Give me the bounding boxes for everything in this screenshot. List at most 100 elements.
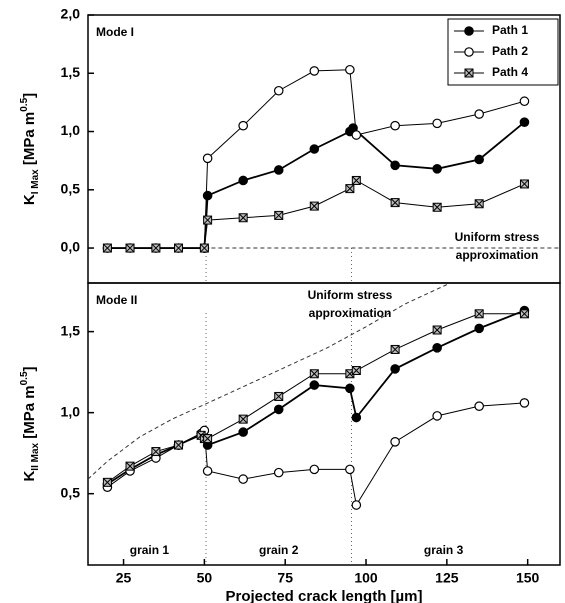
marker <box>273 85 284 96</box>
marker-cross <box>174 440 183 450</box>
marker <box>519 398 530 408</box>
y-axis-label-part: 0.5 <box>19 371 30 385</box>
marker-cross <box>238 414 248 424</box>
marker <box>474 154 484 165</box>
panel-title: Mode II <box>96 293 137 307</box>
y-axis-label-part: ] <box>21 93 38 98</box>
marker <box>390 160 400 171</box>
marker-cross <box>200 243 209 253</box>
marker-cross <box>309 369 319 379</box>
marker-cross <box>174 243 183 253</box>
marker-cross <box>432 202 442 212</box>
marker-cross <box>151 243 161 253</box>
x-tick-label: 75 <box>277 570 293 586</box>
marker <box>309 66 320 76</box>
marker <box>345 464 355 475</box>
marker-cross <box>464 68 474 78</box>
marker-cross <box>274 392 284 401</box>
marker <box>238 427 248 437</box>
series-line <box>106 309 525 485</box>
marker <box>432 325 442 335</box>
series-line <box>107 402 525 507</box>
x-tick-label: 100 <box>354 570 378 586</box>
y-tick-label: 1,0 <box>61 403 81 419</box>
marker <box>464 68 474 78</box>
marker <box>174 440 184 450</box>
marker <box>390 198 400 208</box>
marker <box>432 118 442 129</box>
marker <box>125 243 135 253</box>
grain-label: grain 1 <box>130 543 170 557</box>
marker <box>238 213 248 223</box>
marker <box>238 120 248 131</box>
marker <box>351 412 362 423</box>
y-tick-label: 1,0 <box>61 122 81 138</box>
marker <box>238 414 248 424</box>
marker <box>309 464 320 475</box>
marker <box>519 309 529 319</box>
y-axis-label-part: ] <box>21 366 38 371</box>
marker <box>274 391 284 401</box>
marker-cross <box>103 243 112 253</box>
marker <box>102 243 112 253</box>
marker-cross <box>274 211 284 220</box>
marker <box>309 144 320 154</box>
marker <box>202 466 213 476</box>
marker <box>202 153 213 164</box>
marker <box>151 243 161 253</box>
marker <box>199 243 209 253</box>
marker-cross <box>125 461 135 471</box>
marker <box>390 344 400 354</box>
marker <box>432 202 442 212</box>
marker <box>432 164 442 174</box>
marker <box>345 383 355 394</box>
marker-cross <box>103 477 112 487</box>
grain-label: grain 2 <box>259 543 299 557</box>
y-axis-label-part: I Max <box>30 169 41 194</box>
grain-label: grain 3 <box>424 543 464 557</box>
annotation: approximation <box>309 306 392 320</box>
y-tick-label: 0,5 <box>61 180 81 196</box>
marker <box>519 179 529 189</box>
marker-cross <box>351 366 361 375</box>
marker <box>351 175 361 185</box>
y-axis-label-part: K <box>21 471 38 482</box>
marker-cross <box>151 447 161 456</box>
marker-cross <box>432 325 442 335</box>
marker <box>203 434 213 444</box>
x-tick-label: 125 <box>435 570 459 586</box>
y-tick-label: 0,0 <box>61 239 81 255</box>
annotation: Uniform stress <box>455 230 540 244</box>
marker <box>203 215 213 225</box>
series-line <box>107 313 525 483</box>
marker-cross <box>390 198 400 207</box>
marker <box>390 437 400 447</box>
marker <box>273 404 284 415</box>
marker <box>464 47 474 57</box>
marker <box>309 380 320 390</box>
x-axis-label: Projected crack length [µm] <box>225 588 422 603</box>
marker <box>345 184 355 194</box>
plot-frame <box>87 282 561 566</box>
marker-cross <box>203 434 212 443</box>
reference-line <box>87 284 448 480</box>
marker <box>274 210 284 220</box>
y-axis-label-part: [MPa m <box>21 385 38 443</box>
y-axis-label-part: [MPa m <box>21 112 38 170</box>
y-tick-label: 2,0 <box>61 6 81 22</box>
marker-cross <box>390 345 400 354</box>
marker <box>102 477 112 487</box>
series-line <box>107 121 526 249</box>
marker <box>202 190 213 201</box>
legend-label: Path 4 <box>492 65 528 79</box>
marker <box>519 117 530 127</box>
marker-cross <box>203 215 212 225</box>
marker <box>273 165 284 175</box>
y-axis-label-part: 0.5 <box>19 97 30 111</box>
marker-cross <box>474 199 484 209</box>
marker <box>432 343 442 353</box>
marker <box>474 323 484 334</box>
marker <box>345 64 355 75</box>
legend-label: Path 1 <box>492 23 528 37</box>
marker <box>151 447 161 457</box>
